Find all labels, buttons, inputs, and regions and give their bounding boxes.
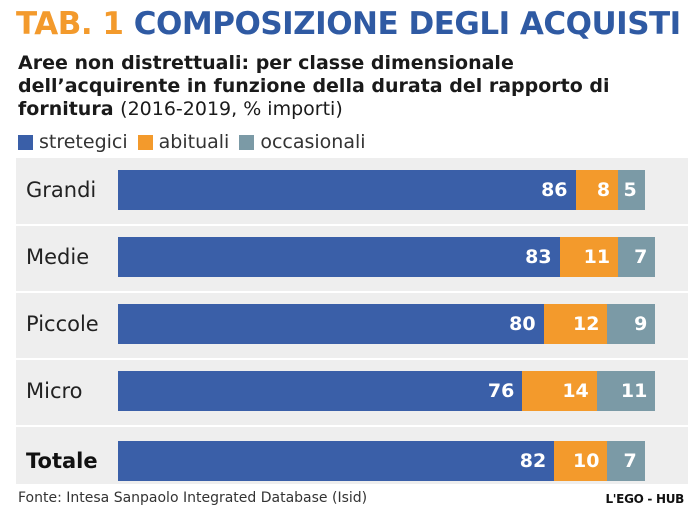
data-label-abituali-piccole: 12: [572, 313, 600, 335]
legend-item-occasionali: occasionali: [239, 131, 366, 153]
publisher-logo: L'EGO - HUB: [605, 492, 684, 506]
bar-abituali-micro: [522, 371, 597, 411]
chart-subtitle: Aree non distrettuali: per classe dimens…: [18, 52, 678, 121]
data-label-stretegici-micro: 76: [487, 380, 515, 402]
row-divider: [16, 291, 688, 293]
legend-swatch-abituali: [137, 134, 153, 150]
data-label-abituali-grandi: 8: [596, 179, 611, 201]
row-divider: [16, 425, 688, 427]
bar-stretegici-medie: [118, 237, 560, 277]
data-label-abituali-medie: 11: [583, 246, 611, 268]
category-label-medie: Medie: [26, 245, 90, 269]
data-label-occasionali-micro: 11: [620, 380, 648, 402]
data-label-occasionali-grandi: 5: [623, 179, 637, 201]
row-divider: [16, 358, 688, 360]
legend: stretegici abituali occasionali: [18, 131, 376, 153]
legend-label-occasionali: occasionali: [260, 131, 366, 153]
bar-occasionali-medie: [618, 237, 656, 277]
bar-occasionali-piccole: [607, 304, 656, 344]
bar-occasionali-totale: [607, 441, 645, 481]
bar-abituali-medie: [559, 237, 619, 277]
row-divider: [16, 224, 688, 226]
legend-item-stretegici: stretegici: [18, 131, 128, 153]
title-main-label: COMPOSIZIONE DEGLI ACQUISTI: [133, 6, 681, 42]
bar-abituali-totale: [554, 441, 608, 481]
legend-swatch-stretegici: [18, 134, 33, 150]
bar-stretegici-piccole: [118, 304, 544, 344]
bar-stretegici-totale: [118, 441, 555, 481]
bar-abituali-piccole: [543, 304, 608, 344]
data-label-occasionali-piccole: 9: [634, 313, 648, 335]
bar-occasionali-micro: [596, 371, 656, 411]
title-tab-label: TAB. 1: [16, 6, 124, 42]
data-label-abituali-totale: 10: [572, 450, 600, 472]
category-label-totale: Totale: [26, 449, 98, 473]
category-label-grandi: Grandi: [26, 178, 97, 202]
data-label-stretegici-piccole: 80: [509, 313, 536, 335]
legend-label-abituali: abituali: [158, 131, 230, 153]
category-label-piccole: Piccole: [26, 312, 99, 336]
bar-stretegici-micro: [118, 371, 523, 411]
bar-abituali-grandi: [575, 170, 619, 210]
subtitle-text: Aree non distrettuali: per classe dimens…: [18, 52, 610, 120]
subtitle-note: (2016-2019, % importi): [120, 98, 343, 120]
data-label-occasionali-medie: 7: [634, 246, 648, 268]
bar-stretegici-grandi: [118, 170, 576, 210]
category-label-micro: Micro: [26, 379, 83, 403]
bar-occasionali-grandi: [618, 170, 645, 210]
data-label-occasionali-totale: 7: [623, 450, 637, 472]
legend-swatch-occasionali: [239, 134, 255, 150]
legend-label-stretegici: stretegici: [39, 131, 128, 153]
source-note: Fonte: Intesa Sanpaolo Integrated Databa…: [18, 490, 368, 506]
data-label-stretegici-totale: 82: [519, 450, 547, 472]
data-label-abituali-micro: 14: [562, 380, 589, 402]
data-label-stretegici-grandi: 86: [541, 179, 568, 201]
legend-item-abituali: abituali: [137, 131, 230, 153]
chart-title: TAB. 1 COMPOSIZIONE DEGLI ACQUISTI: [16, 6, 681, 42]
data-label-stretegici-medie: 83: [525, 246, 552, 268]
